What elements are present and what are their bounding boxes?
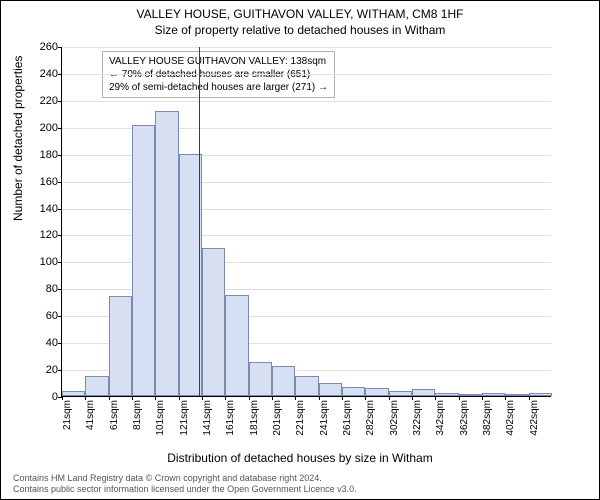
ytick-label: 80 [46, 283, 58, 295]
xtick-label: 422sqm [529, 400, 540, 436]
ytick-label: 180 [40, 149, 58, 161]
chart-title-sub: Size of property relative to detached ho… [1, 23, 599, 37]
footer: Contains HM Land Registry data © Crown c… [13, 473, 357, 496]
xtick-label: 101sqm [155, 400, 166, 436]
histogram-bar [342, 387, 365, 396]
ytick-label: 240 [40, 68, 58, 80]
xtick-label: 41sqm [85, 400, 96, 430]
histogram-bar [459, 394, 482, 396]
gridline [62, 47, 551, 48]
histogram-bar [529, 393, 552, 396]
xtick-label: 241sqm [319, 400, 330, 436]
ytick-label: 220 [40, 95, 58, 107]
histogram-bar [435, 393, 458, 396]
xtick-label: 181sqm [249, 400, 260, 436]
ytick-label: 140 [40, 203, 58, 215]
histogram-bar [62, 391, 85, 396]
histogram-bar [365, 388, 388, 396]
xtick-label: 61sqm [109, 400, 120, 430]
ytick-mark [58, 128, 62, 129]
xtick-label: 21sqm [62, 400, 73, 430]
plot: VALLEY HOUSE GUITHAVON VALLEY: 138sqm ← … [61, 47, 551, 397]
annot-line-3: 29% of semi-detached houses are larger (… [109, 81, 328, 94]
ytick-mark [58, 182, 62, 183]
ytick-mark [58, 316, 62, 317]
ytick-mark [58, 262, 62, 263]
histogram-bar [389, 391, 412, 396]
ytick-label: 40 [46, 337, 58, 349]
histogram-bar [295, 376, 318, 396]
ytick-mark [58, 47, 62, 48]
gridline [62, 74, 551, 75]
ytick-mark [58, 101, 62, 102]
y-axis-label: Number of detached properties [11, 56, 25, 221]
ytick-label: 260 [40, 41, 58, 53]
ytick-mark [58, 235, 62, 236]
ytick-label: 120 [40, 229, 58, 241]
chart-title-main: VALLEY HOUSE, GUITHAVON VALLEY, WITHAM, … [1, 7, 599, 21]
ytick-label: 20 [46, 364, 58, 376]
ytick-label: 100 [40, 256, 58, 268]
ytick-mark [58, 343, 62, 344]
xtick-label: 141sqm [202, 400, 213, 436]
histogram-bar [109, 296, 132, 396]
x-axis-label: Distribution of detached houses by size … [1, 451, 599, 465]
xtick-label: 221sqm [295, 400, 306, 436]
ytick-mark [58, 155, 62, 156]
xtick-label: 261sqm [342, 400, 353, 436]
ytick-label: 200 [40, 122, 58, 134]
histogram-bar [249, 362, 272, 396]
histogram-bar [505, 394, 528, 396]
histogram-bar [412, 389, 435, 396]
histogram-bar [155, 111, 178, 396]
xtick-label: 161sqm [225, 400, 236, 436]
histogram-bar [272, 366, 295, 396]
annot-line-1: VALLEY HOUSE GUITHAVON VALLEY: 138sqm [109, 55, 328, 68]
footer-line-2: Contains public sector information licen… [13, 484, 357, 495]
xtick-label: 302sqm [389, 400, 400, 436]
xtick-label: 362sqm [459, 400, 470, 436]
histogram-bar [85, 376, 108, 396]
xtick-label: 322sqm [412, 400, 423, 436]
ytick-mark [58, 370, 62, 371]
xtick-label: 342sqm [435, 400, 446, 436]
histogram-bar [132, 125, 155, 396]
xtick-label: 81sqm [132, 400, 143, 430]
xtick-label: 282sqm [365, 400, 376, 436]
gridline [62, 101, 551, 102]
xtick-label: 201sqm [272, 400, 283, 436]
histogram-bar [225, 295, 248, 396]
footer-line-1: Contains HM Land Registry data © Crown c… [13, 473, 357, 484]
xtick-label: 121sqm [179, 400, 190, 436]
ytick-label: 160 [40, 176, 58, 188]
ytick-label: 0 [52, 391, 58, 403]
histogram-bar [319, 383, 342, 396]
ytick-mark [58, 289, 62, 290]
histogram-bar [482, 393, 505, 396]
ytick-label: 60 [46, 310, 58, 322]
xtick-label: 402sqm [505, 400, 516, 436]
chart-area: VALLEY HOUSE GUITHAVON VALLEY: 138sqm ← … [61, 47, 551, 397]
histogram-bar [202, 248, 225, 396]
ytick-mark [58, 209, 62, 210]
reference-line [199, 47, 200, 396]
xtick-label: 382sqm [482, 400, 493, 436]
ytick-mark [58, 74, 62, 75]
